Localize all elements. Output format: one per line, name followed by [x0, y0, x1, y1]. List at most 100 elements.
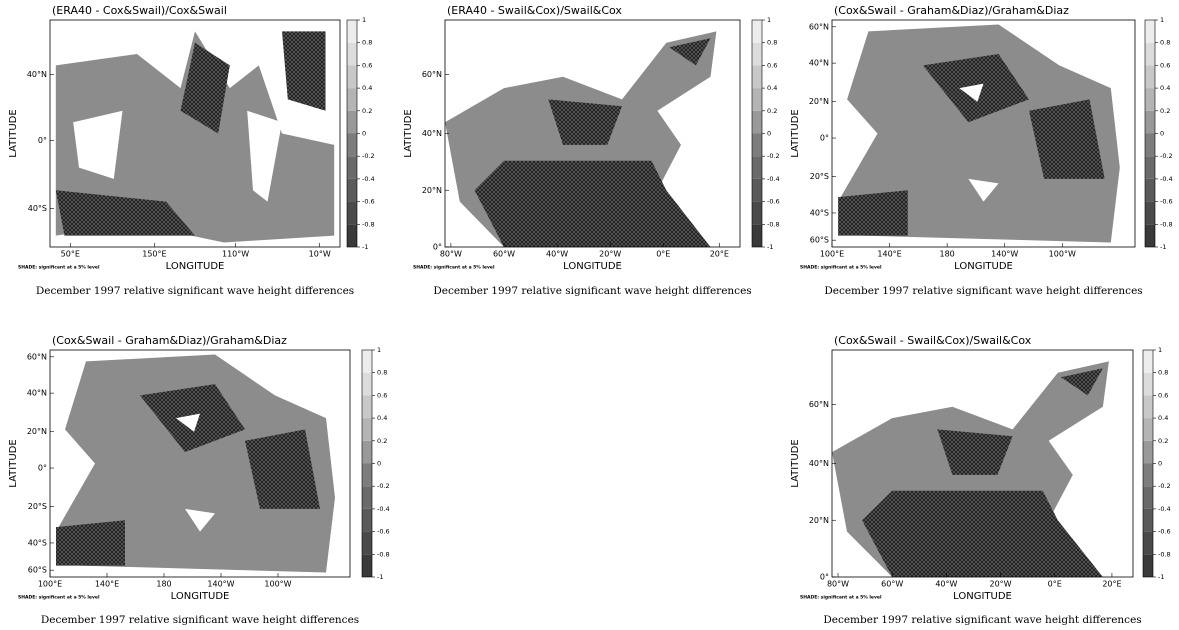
shaded-region — [56, 354, 335, 573]
y-tick-label: 20°N — [809, 516, 829, 525]
y-tick-label: 20°S — [28, 502, 47, 511]
y-tick-label: 60°N — [809, 400, 829, 409]
colorbar-tick-label: 0 — [1160, 130, 1164, 138]
x-axis-label: LONGITUDE — [953, 591, 1012, 602]
shaded-region — [959, 83, 984, 102]
colorbar-segment — [1145, 201, 1155, 225]
colorbar-tick-label: -1 — [1160, 243, 1166, 251]
y-tick-label: 40°N — [809, 59, 829, 68]
colorbar-segment — [1143, 554, 1153, 577]
colorbar-tick-label: -0.2 — [1158, 482, 1171, 490]
map-frame — [831, 19, 1136, 248]
colorbar-segment — [752, 224, 762, 247]
x-tick-label: 110°W — [222, 250, 249, 259]
shaded-region — [245, 429, 320, 509]
shaded-region — [282, 31, 326, 111]
colorbar-segment — [347, 156, 357, 179]
y-axis-label: LATITUDE — [790, 109, 801, 157]
shaded-region — [56, 520, 125, 566]
x-tick-label: 100°W — [264, 580, 291, 589]
x-tick-label: 140°W — [207, 580, 234, 589]
shaded-region — [247, 110, 282, 202]
colorbar-tick-label: 0.4 — [767, 84, 777, 92]
colorbar-tick-label: -0.6 — [1160, 198, 1173, 206]
x-tick-label: 100°W — [1049, 250, 1076, 259]
y-tick-label: 40°S — [28, 538, 47, 547]
panel-title: (ERA40 - Cox&Swail)/Cox&Swail — [52, 4, 227, 17]
map-frame — [49, 19, 341, 248]
x-tick-label: 60°W — [493, 250, 515, 259]
colorbar-tick-label: -0.4 — [377, 505, 390, 513]
colorbar-tick-label: -0.8 — [767, 220, 780, 228]
colorbar-tick-label: 1 — [377, 346, 381, 354]
colorbar-segment — [362, 508, 372, 532]
colorbar-tick-label: 0.4 — [1160, 84, 1170, 92]
colorbar-tick-label: -0.8 — [1158, 550, 1171, 558]
x-axis-label: LONGITUDE — [171, 591, 230, 602]
colorbar-segment — [1143, 486, 1153, 509]
colorbar-segment — [752, 42, 762, 66]
x-tick-label: 100°E — [820, 250, 844, 259]
colorbar-segment — [1143, 372, 1153, 396]
y-axis-label: LATITUDE — [8, 109, 19, 157]
shaded-region — [474, 160, 711, 247]
note: SHADE: significant at a 5% level — [800, 595, 882, 601]
y-tick-label: 20°N — [809, 97, 829, 106]
colorbar-segment — [1145, 42, 1155, 66]
shaded-region — [838, 24, 1120, 243]
colorbar-segment — [347, 20, 357, 43]
x-tick-label: 50°E — [61, 250, 80, 259]
colorbar-segment — [1143, 395, 1153, 419]
colorbar-tick-label: 1 — [362, 16, 366, 24]
colorbar-segment — [362, 418, 372, 441]
caption: December 1997 relative significant wave … — [824, 285, 1142, 297]
y-tick-label: 0° — [820, 573, 829, 582]
shaded-region — [548, 99, 622, 145]
y-tick-label: 0° — [38, 464, 47, 473]
x-axis-label: LONGITUDE — [954, 261, 1013, 272]
colorbar-tick-label: -0.2 — [362, 152, 375, 160]
colorbar-segment — [362, 463, 372, 487]
colorbar-segment — [1145, 156, 1155, 179]
colorbar-segment — [1145, 133, 1155, 157]
shaded-region — [55, 190, 195, 236]
y-tick-label: 60°N — [27, 352, 47, 361]
colorbar-segment — [752, 88, 762, 111]
colorbar-tick-label: -1 — [362, 243, 368, 251]
note: SHADE: significant at a 5% level — [18, 265, 100, 271]
note: SHADE: significant at a 5% level — [18, 595, 100, 601]
y-tick-label: 60°N — [809, 22, 829, 31]
colorbar-segment — [362, 486, 372, 509]
shaded-region — [838, 190, 908, 236]
colorbar-segment — [347, 224, 357, 247]
colorbar-tick-label: -0.6 — [362, 198, 375, 206]
x-tick-label: 140°E — [877, 250, 901, 259]
x-tick-label: 20°W — [599, 250, 621, 259]
colorbar-tick-label: 0.6 — [1158, 391, 1168, 399]
colorbar-segment — [347, 110, 357, 134]
x-tick-label: 0°E — [1048, 580, 1062, 589]
shaded-region — [862, 490, 1103, 577]
colorbar-segment — [362, 350, 372, 373]
y-tick-label: 40°N — [422, 129, 442, 138]
map-frame — [49, 349, 351, 578]
colorbar-segment — [1145, 88, 1155, 111]
colorbar-tick-label: 0.4 — [1158, 414, 1168, 422]
panel-title: (Cox&Swail - Graham&Diaz)/Graham&Diaz — [834, 4, 1069, 17]
colorbar-tick-label: 0.2 — [767, 107, 777, 115]
colorbar-segment — [362, 395, 372, 419]
colorbar-segment — [1143, 531, 1153, 555]
x-tick-label: 180 — [939, 250, 954, 259]
colorbar-tick-label: -0.6 — [767, 198, 780, 206]
colorbar-tick-label: -0.8 — [1160, 220, 1173, 228]
colorbar-tick-label: -1 — [767, 243, 773, 251]
colorbar-tick-label: 0.6 — [1160, 61, 1170, 69]
shaded-region — [185, 508, 215, 532]
colorbar-segment — [1143, 440, 1153, 464]
y-axis-label: LATITUDE — [8, 439, 19, 487]
x-tick-label: 20°E — [710, 250, 729, 259]
colorbar-tick-label: 0.8 — [1160, 39, 1170, 47]
colorbar-segment — [347, 201, 357, 225]
y-tick-label: 0° — [820, 134, 829, 143]
shaded-region — [669, 38, 711, 66]
